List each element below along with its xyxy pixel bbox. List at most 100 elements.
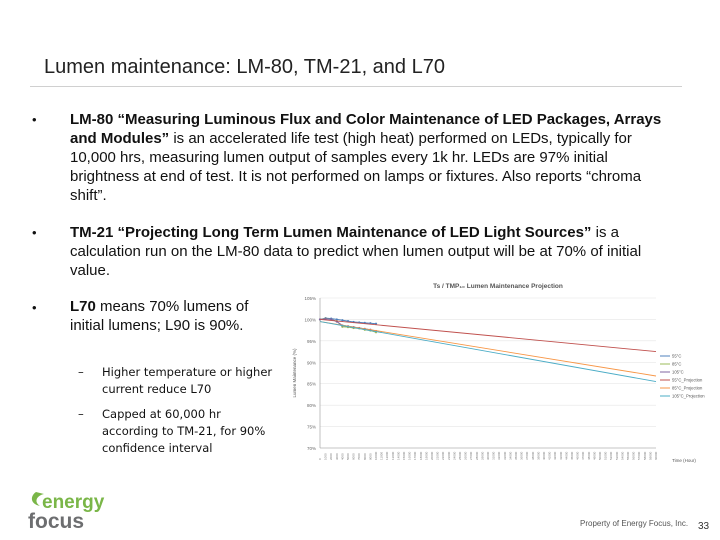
x-tick-label: 50000 — [598, 451, 602, 460]
logo-focus-text: focus — [28, 510, 84, 532]
x-tick-label: 32000 — [497, 451, 501, 460]
footer-copyright: Property of Energy Focus, Inc. — [580, 519, 689, 528]
x-tick-label: 2000 — [329, 453, 333, 460]
y-tick-label: 85% — [307, 382, 316, 387]
x-tick-label: 40000 — [542, 451, 546, 460]
x-tick-label: 39000 — [536, 451, 540, 460]
x-tick-label: 35000 — [514, 451, 518, 460]
x-tick-label: 19000 — [424, 451, 428, 460]
x-tick-label: 21000 — [436, 451, 440, 460]
x-tick-label: 9000 — [368, 453, 372, 460]
x-tick-label: 16000 — [408, 451, 412, 460]
bullet-l70-text: means 70% lumens of initial lumens; L90 … — [70, 298, 249, 334]
x-tick-label: 56000 — [632, 451, 636, 460]
x-tick-label: 60000 — [654, 451, 658, 460]
bullet-marker: • — [32, 112, 37, 127]
logo-energy-text: energy — [42, 492, 105, 513]
x-tick-label: 24000 — [452, 451, 456, 460]
y-tick-label: 95% — [307, 339, 316, 344]
bullet-l70: L70 means 70% lumens of initial lumens; … — [70, 297, 280, 335]
x-tick-label: 26000 — [464, 451, 468, 460]
x-tick-label: 10000 — [374, 451, 378, 460]
legend-label: 85°C — [672, 362, 681, 367]
x-tick-label: 15000 — [402, 451, 406, 460]
x-tick-label: 47000 — [581, 451, 585, 460]
x-tick-label: 45000 — [570, 451, 574, 460]
x-tick-label: 0 — [318, 458, 322, 460]
x-tick-label: 48000 — [587, 451, 591, 460]
x-tick-label: 14000 — [396, 451, 400, 460]
subbullet-temperature: Higher temperature or higher current red… — [102, 365, 273, 396]
x-tick-label: 8000 — [363, 453, 367, 460]
x-tick-label: 58000 — [643, 451, 647, 460]
subbullet-cap: Capped at 60,000 hr according to TM-21, … — [102, 407, 266, 455]
x-tick-label: 20000 — [430, 451, 434, 460]
bullet-l70-bold: L70 — [70, 298, 96, 315]
x-tick-label: 25000 — [458, 451, 462, 460]
x-tick-label: 54000 — [620, 451, 624, 460]
series-line — [319, 321, 657, 383]
y-tick-label: 100% — [304, 317, 316, 322]
logo-swoosh — [31, 492, 44, 506]
x-tick-label: 12000 — [385, 451, 389, 460]
y-tick-label: 75% — [307, 425, 316, 430]
legend-label: 55°C — [672, 354, 681, 359]
legend-label: 105°C — [672, 370, 684, 375]
x-tick-label: 46000 — [576, 451, 580, 460]
x-tick-label: 42000 — [553, 451, 557, 460]
x-tick-label: 30000 — [486, 451, 490, 460]
bullet-lm80-text: is an accelerated life test (high heat) … — [70, 130, 642, 204]
y-tick-label: 90% — [307, 360, 316, 365]
lumen-maintenance-chart: Ts / TMP₁₀ Lumen Maintenance Projection 1… — [292, 283, 705, 463]
x-tick-label: 38000 — [531, 451, 535, 460]
x-tick-label: 34000 — [508, 451, 512, 460]
bullet-marker: • — [32, 300, 37, 315]
dash-marker: – — [78, 365, 84, 379]
y-tick-label: 105% — [304, 296, 316, 301]
x-tick-label: 29000 — [480, 451, 484, 460]
dash-marker: – — [78, 407, 84, 421]
page-number: 33 — [698, 521, 710, 532]
x-tick-label: 13000 — [391, 451, 395, 460]
x-tick-label: 22000 — [441, 451, 445, 460]
x-tick-label: 44000 — [564, 451, 568, 460]
y-tick-label: 70% — [307, 446, 316, 451]
bullet-tm21: TM-21 “Projecting Long Term Lumen Mainte… — [70, 223, 676, 280]
data-point — [335, 318, 338, 321]
x-tick-label: 11000 — [380, 452, 384, 460]
data-point — [341, 319, 344, 322]
x-tick-label: 33000 — [503, 451, 507, 460]
bullet-tm21-text: is a calculation run on the LM-80 data t… — [70, 224, 642, 279]
series-line — [319, 318, 657, 353]
legend-label: 55°C_Projection — [672, 378, 703, 383]
x-tick-label: 3000 — [335, 453, 339, 460]
x-tick-label: 49000 — [592, 451, 596, 460]
data-point — [330, 318, 333, 321]
x-tick-label: 36000 — [520, 451, 524, 460]
x-tick-label: 4000 — [340, 453, 344, 460]
x-tick-label: 31000 — [492, 451, 496, 460]
series-line — [319, 321, 657, 377]
bullet-tm21-bold: TM-21 “Projecting Long Term Lumen Mainte… — [70, 224, 592, 241]
title-divider — [30, 86, 682, 87]
x-tick-label: 27000 — [469, 451, 473, 460]
x-tick-label: 53000 — [615, 451, 619, 460]
x-tick-label: 23000 — [447, 451, 451, 460]
x-tick-label: 28000 — [475, 451, 479, 460]
x-tick-label: 51000 — [604, 451, 608, 460]
legend-label: 85°C_Projection — [672, 386, 703, 391]
bullet-lm80-bold: LM-80 “Measuring Luminous Flux and Color… — [70, 111, 662, 147]
data-point — [374, 322, 378, 325]
x-tick-label: 1000 — [324, 453, 328, 460]
x-tick-label: 57000 — [637, 451, 641, 460]
x-tick-label: 7000 — [357, 453, 361, 460]
x-tick-label: 17000 — [413, 451, 417, 460]
y-tick-label: 80% — [307, 403, 316, 408]
x-tick-label: 59000 — [648, 451, 652, 460]
x-tick-label: 41000 — [548, 451, 552, 460]
bullet-marker: • — [32, 225, 37, 240]
energy-focus-logo: energy focus — [28, 492, 105, 532]
x-tick-label: 52000 — [609, 451, 613, 460]
bullet-lm80: LM-80 “Measuring Luminous Flux and Color… — [70, 110, 676, 205]
slide-title: Lumen maintenance: LM-80, TM-21, and L70 — [44, 56, 445, 78]
